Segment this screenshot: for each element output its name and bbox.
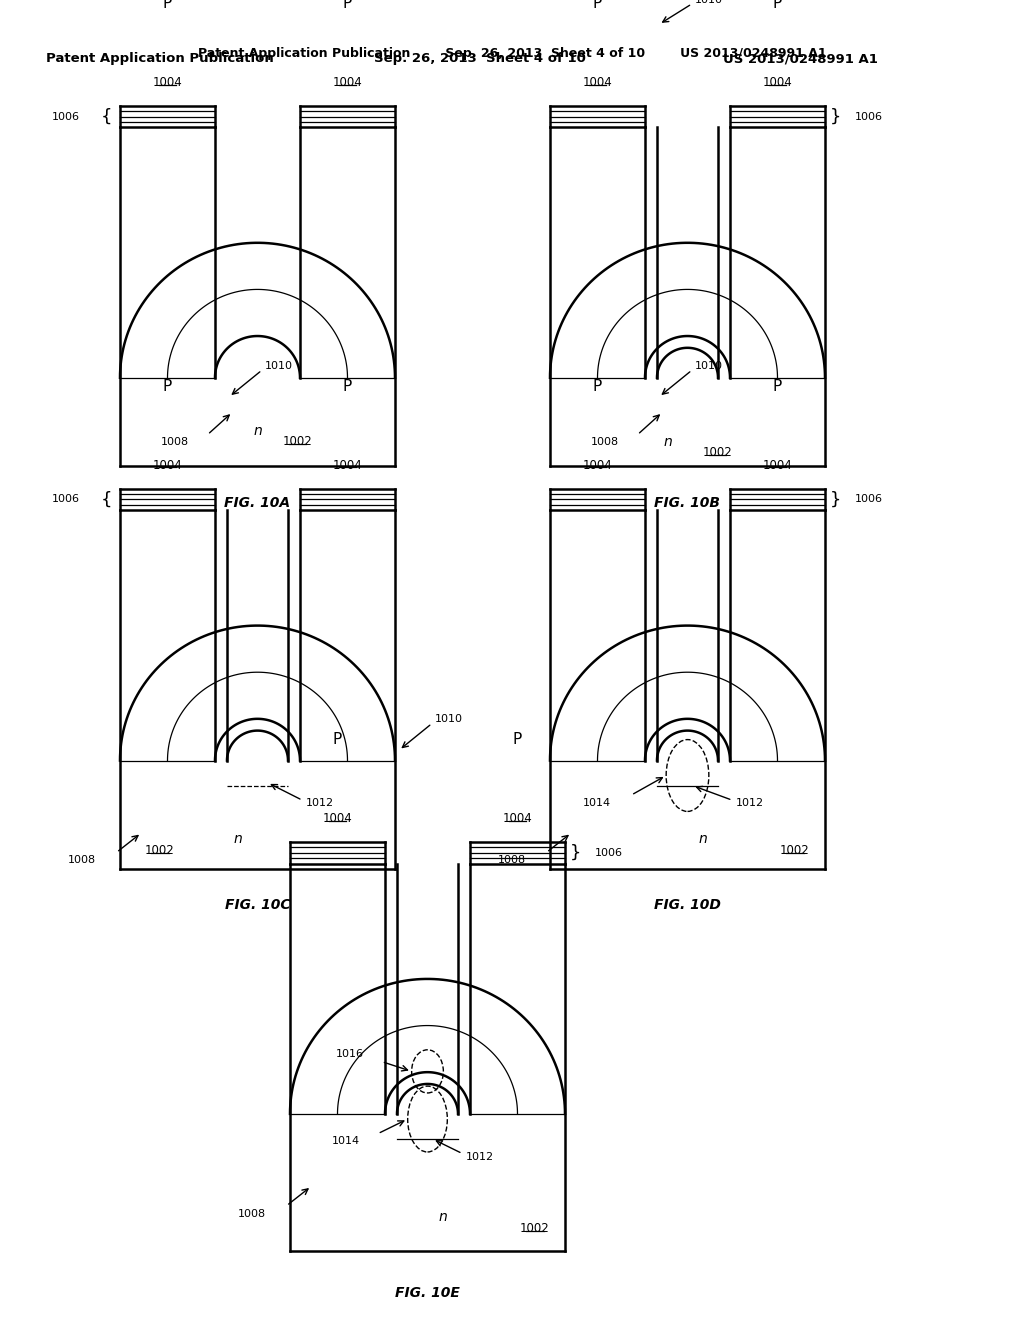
- Text: P: P: [163, 379, 172, 395]
- Text: 1006: 1006: [855, 495, 883, 504]
- Text: P: P: [163, 0, 172, 12]
- Text: 1010: 1010: [265, 360, 293, 371]
- Text: 1010: 1010: [695, 360, 723, 371]
- Text: n: n: [438, 1210, 446, 1224]
- Text: 1004: 1004: [763, 77, 793, 88]
- Text: FIG. 10B: FIG. 10B: [654, 495, 721, 510]
- Text: 1004: 1004: [153, 459, 182, 471]
- Text: 1006: 1006: [855, 112, 883, 121]
- Text: P: P: [333, 733, 342, 747]
- Text: FIG. 10D: FIG. 10D: [654, 898, 721, 912]
- Text: 1010: 1010: [435, 714, 463, 725]
- Text: 1008: 1008: [499, 855, 526, 866]
- Text: 1008: 1008: [69, 855, 96, 866]
- Text: P: P: [593, 0, 602, 12]
- Text: 1004: 1004: [503, 812, 532, 825]
- Text: P: P: [773, 379, 782, 395]
- Text: 1014: 1014: [332, 1135, 359, 1146]
- Text: 1006: 1006: [52, 495, 80, 504]
- Text: P: P: [773, 0, 782, 12]
- Text: 1008: 1008: [162, 437, 189, 446]
- Text: 1002: 1002: [702, 446, 732, 459]
- Text: 1012: 1012: [466, 1151, 494, 1162]
- Text: 1008: 1008: [239, 1209, 266, 1218]
- Text: 1012: 1012: [305, 799, 334, 808]
- Text: 1002: 1002: [520, 1222, 550, 1234]
- Text: }: }: [830, 108, 842, 125]
- Text: n: n: [233, 832, 242, 846]
- Text: 1004: 1004: [333, 77, 362, 88]
- Text: FIG. 10C: FIG. 10C: [224, 898, 290, 912]
- Text: 1010: 1010: [695, 0, 723, 5]
- Text: n: n: [253, 424, 262, 438]
- Text: FIG. 10A: FIG. 10A: [224, 495, 291, 510]
- Text: P: P: [343, 0, 352, 12]
- Text: 1008: 1008: [591, 437, 620, 446]
- Text: 1012: 1012: [735, 799, 764, 808]
- Text: P: P: [343, 379, 352, 395]
- Text: 1016: 1016: [336, 1048, 364, 1059]
- Text: P: P: [513, 733, 522, 747]
- Text: 1006: 1006: [595, 847, 623, 858]
- Text: 1004: 1004: [323, 812, 352, 825]
- Text: 1004: 1004: [763, 459, 793, 471]
- Text: P: P: [593, 379, 602, 395]
- Text: }: }: [830, 491, 842, 508]
- Text: 1004: 1004: [153, 77, 182, 88]
- Text: n: n: [698, 832, 707, 846]
- Text: 1002: 1002: [780, 843, 810, 857]
- Text: 1002: 1002: [145, 843, 175, 857]
- Text: 1004: 1004: [583, 459, 612, 471]
- Text: 1004: 1004: [583, 77, 612, 88]
- Text: 1004: 1004: [333, 459, 362, 471]
- Text: Patent Application Publication        Sep. 26, 2013  Sheet 4 of 10        US 201: Patent Application Publication Sep. 26, …: [198, 48, 826, 61]
- Text: 1006: 1006: [52, 112, 80, 121]
- Text: 1002: 1002: [283, 436, 312, 449]
- Text: FIG. 10E: FIG. 10E: [395, 1286, 460, 1300]
- Text: {: {: [100, 491, 112, 508]
- Text: Sep. 26, 2013  Sheet 4 of 10: Sep. 26, 2013 Sheet 4 of 10: [374, 53, 586, 65]
- Text: US 2013/0248991 A1: US 2013/0248991 A1: [723, 53, 878, 65]
- Text: 1014: 1014: [583, 799, 611, 808]
- Text: {: {: [100, 108, 112, 125]
- Text: }: }: [570, 843, 582, 862]
- Text: n: n: [664, 434, 672, 449]
- Text: Patent Application Publication: Patent Application Publication: [46, 53, 273, 65]
